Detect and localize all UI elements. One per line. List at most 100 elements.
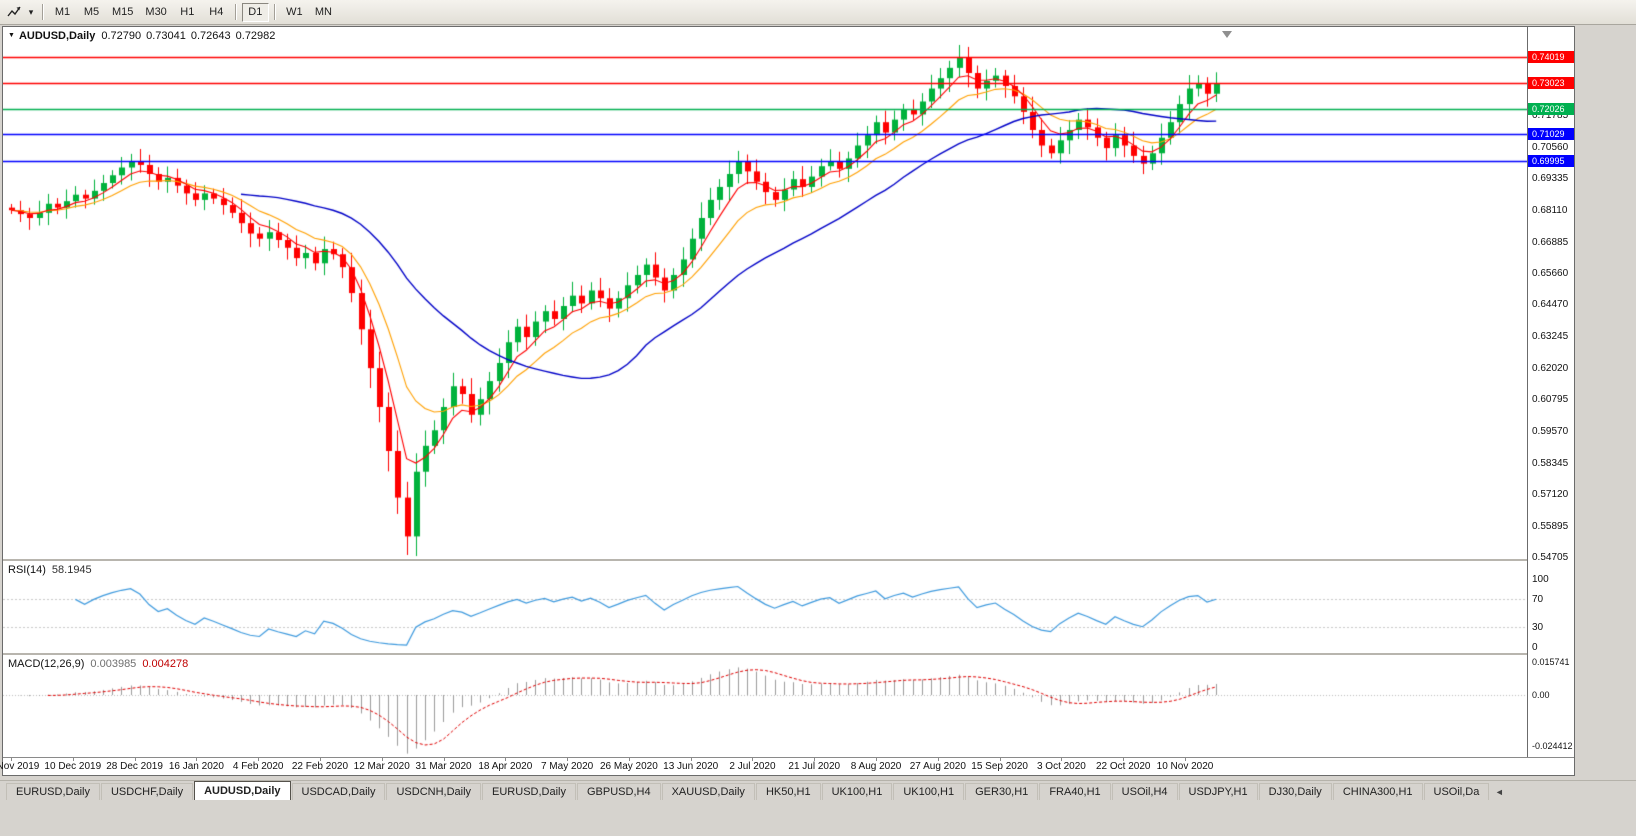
symbol-tab-xauusd-daily[interactable]: XAUUSD,Daily xyxy=(661,783,755,800)
symbol-tab-audusd-daily[interactable]: AUDUSD,Daily xyxy=(194,781,291,800)
charts-icon[interactable] xyxy=(4,3,24,21)
chart-tab-bar: EURUSD,Daily USDCHF,Daily AUDUSD,Daily USDC… xyxy=(0,780,1636,800)
macd-signal-value: 0.004278 xyxy=(142,658,189,670)
time-scale-tick xyxy=(567,758,569,761)
symbol-tab-eurusd-daily[interactable]: EURUSD,Daily xyxy=(482,783,576,800)
date-label: 22 Oct 2020 xyxy=(1095,761,1151,772)
period-button-w1[interactable]: W1 xyxy=(281,3,308,22)
rsi-scale-label: 30 xyxy=(1532,621,1544,633)
macd-pane: MACD(12,26,9) 0.003985 0.004278 xyxy=(3,655,1527,757)
time-scale-tick xyxy=(937,758,939,761)
macd-canvas[interactable] xyxy=(3,655,1527,757)
date-label: 8 Aug 2020 xyxy=(850,761,902,772)
symbol-tab-china300-h1[interactable]: CHINA300,H1 xyxy=(1332,783,1423,800)
symbol-tab-uk100-h1[interactable]: UK100,H1 xyxy=(893,783,965,800)
macd-scale-label: -0.024412 xyxy=(1532,741,1573,752)
symbol-tab-gbpusd-h4[interactable]: GBPUSD,H4 xyxy=(577,783,661,800)
rsi-canvas[interactable] xyxy=(3,561,1527,653)
price-level-tag: 0.73023 xyxy=(1528,76,1574,89)
period-button-h4[interactable]: H4 xyxy=(203,3,230,22)
ohlc-high: 0.73041 xyxy=(146,30,186,42)
symbol-tab-hk50-h1[interactable]: HK50,H1 xyxy=(755,783,821,800)
time-scale-tick xyxy=(196,758,198,761)
price-level-tag: 0.72026 xyxy=(1528,102,1574,115)
price-scale-label: 0.66885 xyxy=(1532,236,1569,248)
time-scale-tick xyxy=(690,758,692,761)
time-scale[interactable]: 21 Nov 2019 10 Dec 2019 28 Dec 2019 16 Jan … xyxy=(0,757,1574,775)
rsi-label: RSI(14) 58.1945 xyxy=(8,564,92,576)
symbol-tab-dj30-daily[interactable]: DJ30,Daily xyxy=(1258,783,1332,800)
price-scale-label: 0.65660 xyxy=(1532,268,1569,280)
period-button-d1[interactable]: D1 xyxy=(241,2,269,22)
period-button-m30[interactable]: M30 xyxy=(140,3,171,22)
price-scale-label: 0.55895 xyxy=(1532,521,1569,533)
symbol-tab-usdchf-daily[interactable]: USDCHF,Daily xyxy=(100,783,194,800)
ohlc-open: 0.72790 xyxy=(101,30,142,42)
date-label: 27 Aug 2020 xyxy=(909,761,966,772)
date-label: 2 Jul 2020 xyxy=(729,761,776,772)
date-label: 13 Jun 2020 xyxy=(663,761,719,772)
chart-shift-marker-icon[interactable] xyxy=(1222,31,1233,38)
time-scale-tick xyxy=(1123,758,1125,761)
date-label: 7 May 2020 xyxy=(540,761,594,772)
period-button-m15[interactable]: M15 xyxy=(107,3,138,22)
tab-scroll-left-icon[interactable]: ◄ xyxy=(1494,787,1504,797)
time-scale-tick xyxy=(814,758,816,761)
period-button-m1[interactable]: M1 xyxy=(49,3,76,22)
time-scale-tick xyxy=(72,758,74,761)
price-scale-label: 0.68110 xyxy=(1532,204,1568,216)
rsi-scale-label: 0 xyxy=(1532,642,1538,653)
chart-window: ▼ AUDUSD,Daily 0.72790 0.73041 0.72643 0.7298… xyxy=(0,26,1575,776)
date-label: 28 Dec 2019 xyxy=(106,761,163,772)
toolbar-separator xyxy=(42,4,44,20)
price-scale-label: 0.54705 xyxy=(1532,552,1569,563)
time-scale-tick xyxy=(1061,758,1063,761)
price-level-tag: 0.69995 xyxy=(1528,155,1574,168)
macd-main-value: 0.003985 xyxy=(90,658,137,670)
symbol-tab-fra40-h1[interactable]: FRA40,H1 xyxy=(1039,783,1111,800)
symbol-tab-usdcnh-daily[interactable]: USDCNH,Daily xyxy=(386,783,482,800)
time-scale-tick xyxy=(505,758,507,761)
rsi-scale-label: 100 xyxy=(1532,574,1549,585)
toolbar-separator xyxy=(234,4,237,20)
chart-collapse-icon[interactable]: ▼ xyxy=(8,32,15,39)
chart-menu-caret-icon[interactable]: ▾ xyxy=(28,6,34,17)
period-button-h1[interactable]: H1 xyxy=(174,3,201,22)
price-scale-label: 0.64470 xyxy=(1532,299,1569,311)
date-label: 31 Mar 2020 xyxy=(415,761,472,772)
time-scale-tick xyxy=(443,758,445,761)
symbol-tab-usdcad-daily[interactable]: USDCAD,Daily xyxy=(291,783,386,800)
time-scale-tick xyxy=(999,758,1001,761)
symbol-tab-usoil-da[interactable]: USOil,Da xyxy=(1423,783,1490,800)
symbol-tab-eurusd-daily[interactable]: EURUSD,Daily xyxy=(6,783,100,800)
ohlc-low: 0.72643 xyxy=(190,30,231,42)
symbol-tab-uk100-h1[interactable]: UK100,H1 xyxy=(821,783,893,800)
rsi-scale-label: 70 xyxy=(1532,594,1544,606)
price-level-tag: 0.74019 xyxy=(1528,51,1574,63)
date-label: 10 Nov 2020 xyxy=(1156,761,1214,772)
panel-divider[interactable] xyxy=(3,653,1574,655)
date-label: 4 Feb 2020 xyxy=(232,761,284,772)
date-label: 21 Jul 2020 xyxy=(788,761,841,772)
symbol-tab-usdjpy-h1[interactable]: USDJPY,H1 xyxy=(1178,783,1258,800)
main-chart-canvas[interactable] xyxy=(3,27,1527,559)
date-label: 22 Feb 2020 xyxy=(291,761,349,772)
price-scale-label: 0.63245 xyxy=(1532,330,1569,342)
time-scale-tick xyxy=(876,758,878,761)
price-scale-label: 0.59570 xyxy=(1532,426,1569,438)
symbol-tab-usoil-h4[interactable]: USOil,H4 xyxy=(1111,783,1178,800)
period-button-mn[interactable]: MN xyxy=(310,3,337,22)
time-scale-tick xyxy=(628,758,630,761)
time-scale-tick xyxy=(258,758,260,761)
price-scale[interactable]: 0.71785 0.70560 0.69335 0.68110 0.66885 0.656… xyxy=(1527,27,1574,757)
time-scale-tick xyxy=(381,758,383,761)
price-scale-label: 0.71785 xyxy=(1532,109,1569,121)
price-scale-label: 0.70560 xyxy=(1532,141,1569,153)
price-scale-label: 0.57120 xyxy=(1532,489,1569,501)
chart-symbol-label: AUDUSD,Daily xyxy=(18,30,96,42)
symbol-tab-ger30-h1[interactable]: GER30,H1 xyxy=(965,783,1039,800)
ohlc-close: 0.72982 xyxy=(235,30,276,42)
period-button-m5[interactable]: M5 xyxy=(78,3,105,22)
time-scale-tick xyxy=(134,758,136,761)
panel-divider[interactable] xyxy=(3,559,1574,561)
